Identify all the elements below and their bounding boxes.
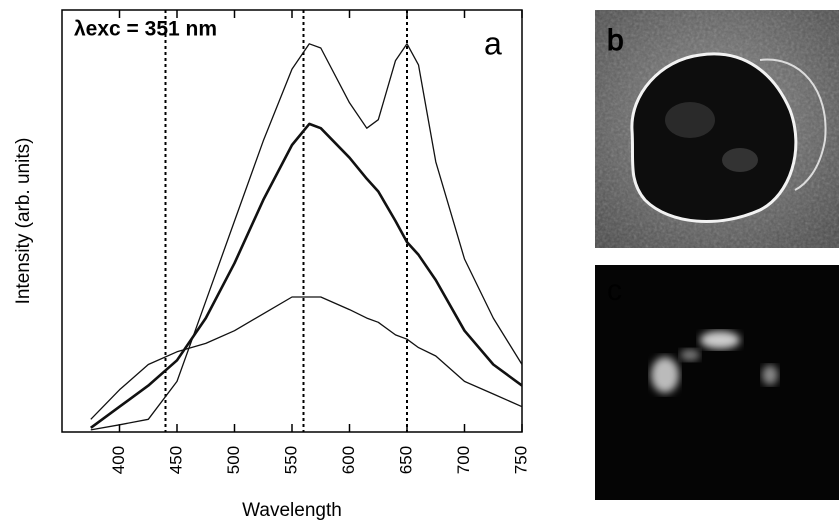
x-tick-label: 650 xyxy=(396,446,415,474)
micrograph-c xyxy=(595,265,839,500)
spectrum-line xyxy=(90,122,523,429)
spectrum-line xyxy=(90,43,523,431)
x-axis-label: Wavelength xyxy=(242,500,342,521)
x-tick-label: 750 xyxy=(511,446,530,474)
panel-label: a xyxy=(484,25,502,61)
micrograph-b xyxy=(595,10,839,248)
y-axis-label: Intensity (arb. units) xyxy=(13,138,34,305)
annotation: λexc = 351 nm xyxy=(74,18,217,41)
panel-label: b xyxy=(607,24,624,57)
x-tick-label: 400 xyxy=(109,446,128,474)
x-tick-label: 550 xyxy=(281,446,300,474)
spectrum-line xyxy=(90,296,523,420)
panel-label: c xyxy=(607,274,622,307)
x-tick-label: 700 xyxy=(454,446,473,474)
x-tick-label: 600 xyxy=(339,446,358,474)
x-tick-label: 450 xyxy=(166,446,185,474)
x-tick-label: 500 xyxy=(224,446,243,474)
